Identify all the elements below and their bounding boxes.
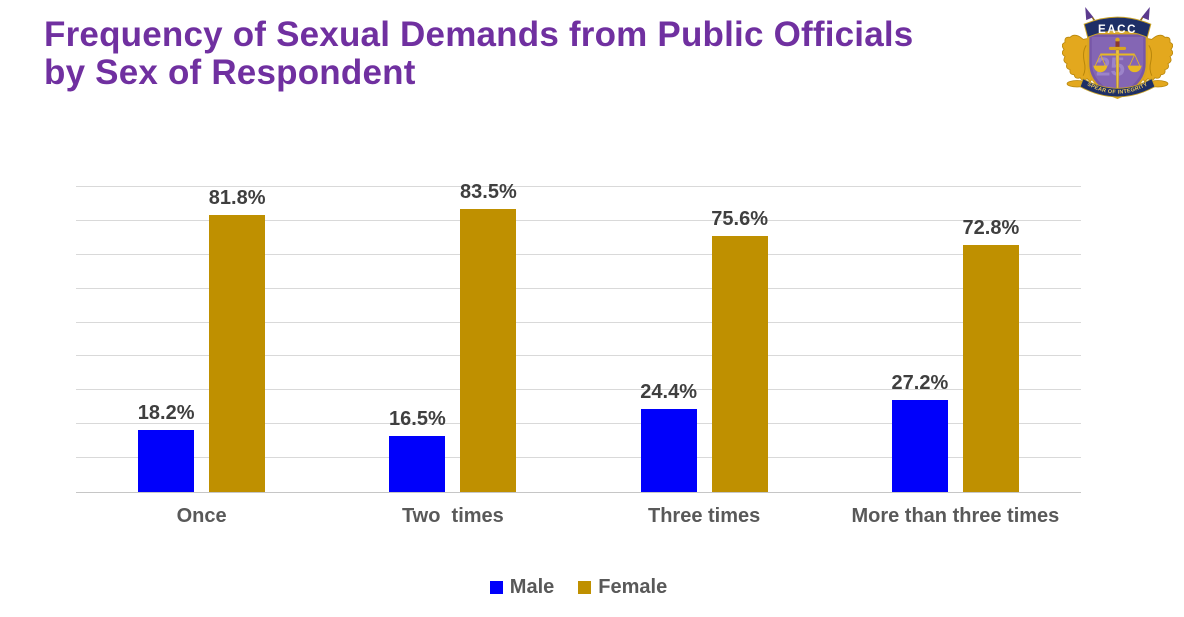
gridline xyxy=(76,219,1081,221)
data-label-male: 27.2% xyxy=(891,371,949,394)
data-label-male: 18.2% xyxy=(137,402,195,425)
category-label: More than three times xyxy=(851,505,1060,527)
bar-female xyxy=(962,245,1019,492)
gridline xyxy=(76,457,1081,459)
bar-female xyxy=(460,209,517,492)
gridline xyxy=(76,321,1081,323)
legend-item-male: Male xyxy=(489,576,555,599)
bar-male xyxy=(138,430,195,492)
data-label-male: 16.5% xyxy=(389,408,446,431)
eacc-logo: 25 EACC xyxy=(1062,5,1173,108)
legend: Male Female xyxy=(76,576,1081,599)
data-label-male: 24.4% xyxy=(640,381,697,404)
legend-label: Female xyxy=(598,576,668,598)
category-label: Two times xyxy=(401,505,504,527)
bar-slot: 16.5% xyxy=(389,187,446,492)
logo-top-banner: EACC xyxy=(1083,16,1152,39)
legend-label: Male xyxy=(509,576,555,598)
eacc-coat-of-arms-icon: 25 EACC xyxy=(1062,7,1173,100)
data-label-female: 75.6% xyxy=(711,207,768,230)
bar-group: 24.4% 75.6% xyxy=(579,187,830,492)
bar-group: 16.5% 83.5% xyxy=(327,181,578,492)
bar-male xyxy=(389,436,446,492)
category-label: Once xyxy=(176,505,227,527)
category-cell: Once xyxy=(76,503,327,530)
category-cell: Three times xyxy=(579,503,830,530)
gridline xyxy=(76,389,1081,391)
bar-slot: 18.2% xyxy=(138,187,194,492)
bar-slot: 81.8% xyxy=(209,187,265,492)
plot-area: 18.2% 81.8% 16.5% 83.5% 24.4% 75.6% 27.2% 72.8% xyxy=(76,181,1081,493)
category-cell: More than three times xyxy=(830,503,1081,530)
gridline xyxy=(76,355,1081,357)
category-label: Three times xyxy=(647,505,761,527)
data-label-female: 72.8% xyxy=(962,217,1020,240)
legend-swatch-icon xyxy=(578,581,592,594)
bar-male xyxy=(891,399,948,492)
bar-groups: 18.2% 81.8% 16.5% 83.5% 24.4% 75.6% 27.2% 72.8% xyxy=(76,181,1081,492)
data-label-female: 83.5% xyxy=(460,181,517,204)
legend-item-female: Female xyxy=(578,576,667,599)
bar-male xyxy=(640,409,697,492)
bar-group: 27.2% 72.8% xyxy=(830,187,1081,492)
category-cell: Two times xyxy=(327,503,578,530)
legend-swatch-icon xyxy=(489,581,503,594)
gridline xyxy=(76,186,1081,187)
gridline xyxy=(76,253,1081,255)
bar-slot: 24.4% xyxy=(640,187,697,492)
bar-slot: 75.6% xyxy=(711,187,768,492)
gridline xyxy=(76,287,1081,289)
bar-slot: 72.8% xyxy=(963,187,1019,492)
category-axis: Once Two times Three times More than three … xyxy=(76,503,1081,530)
bar-slot: 27.2% xyxy=(892,187,948,492)
bar-female xyxy=(711,235,768,492)
bar-group: 18.2% 81.8% xyxy=(76,187,327,492)
bar-slot: 83.5% xyxy=(460,181,517,492)
data-label-female: 81.8% xyxy=(208,186,266,209)
bar-female xyxy=(209,214,266,492)
page-title: Frequency of Sexual Demands from Public … xyxy=(44,15,914,92)
shield-icon: 25 xyxy=(1087,32,1148,100)
logo-acronym: EACC xyxy=(1098,23,1137,36)
gridline xyxy=(76,423,1081,425)
